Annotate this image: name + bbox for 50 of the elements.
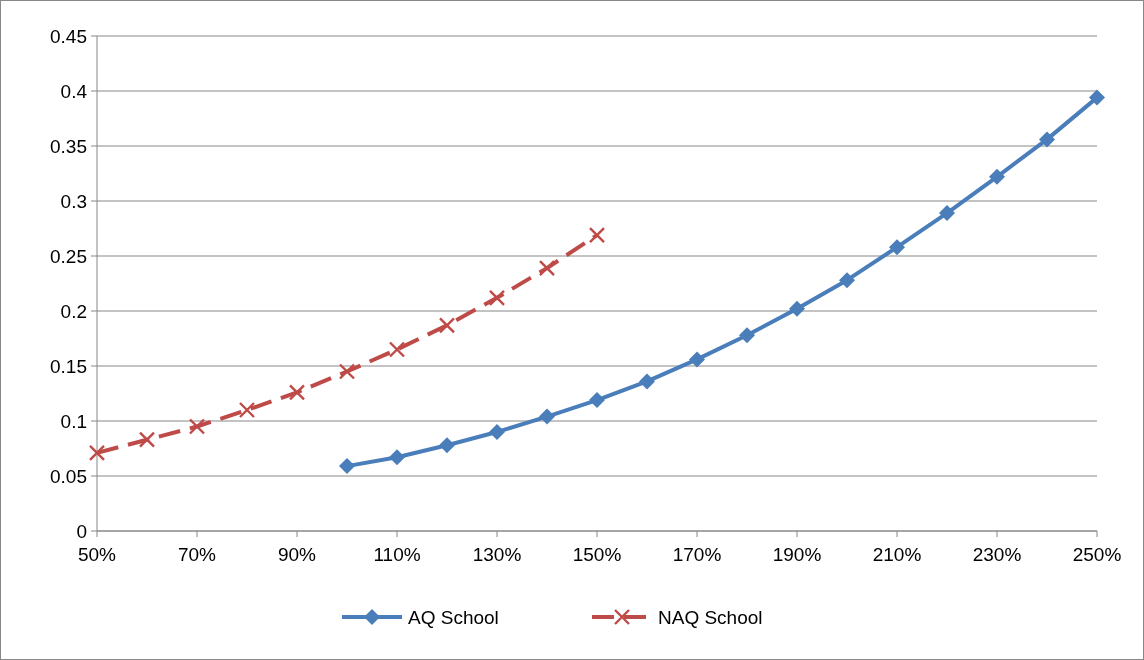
point <box>1089 89 1105 106</box>
point <box>138 431 156 448</box>
point <box>188 418 206 435</box>
point <box>88 444 106 462</box>
x-tick-label: 150% <box>572 544 622 565</box>
point <box>588 226 606 244</box>
y-tick-label: 0.05 <box>50 465 87 487</box>
y-tick-label: 0.35 <box>50 135 87 157</box>
legend-label: NAQ School <box>658 606 763 628</box>
x-tick-label: 130% <box>472 544 522 565</box>
x-tick-label: 190% <box>772 544 822 565</box>
point <box>839 272 855 289</box>
point <box>238 401 256 419</box>
y-tick-label: 0.15 <box>50 355 87 377</box>
point <box>488 289 506 306</box>
point <box>438 317 456 334</box>
point <box>689 351 705 368</box>
y-tick-label: 0.25 <box>50 245 87 267</box>
point <box>889 239 905 256</box>
point <box>489 424 505 440</box>
y-tick-label: 0 <box>76 520 87 542</box>
x-tick-label: 90% <box>277 544 317 565</box>
x-tick-label: 110% <box>373 544 421 565</box>
point <box>589 392 605 409</box>
point <box>789 300 805 317</box>
x-tick-label: 230% <box>972 544 1022 565</box>
x-tick-label: 170% <box>672 544 722 565</box>
point <box>288 384 306 401</box>
point <box>538 259 556 277</box>
point <box>339 458 355 475</box>
point <box>1039 131 1055 148</box>
y-tick-label: 0.2 <box>60 300 87 322</box>
x-tick-label: 250% <box>1072 544 1122 565</box>
point <box>739 327 755 344</box>
point <box>939 205 955 222</box>
y-tick-label: 0.3 <box>60 190 87 212</box>
x-tick-label: 50% <box>77 544 117 565</box>
y-tick-label: 0.4 <box>60 80 88 102</box>
y-tick-label: 0.1 <box>60 410 87 432</box>
point <box>439 437 455 454</box>
point <box>639 373 655 390</box>
point <box>539 408 555 425</box>
legend-label: AQ School <box>408 606 499 628</box>
point <box>389 449 405 466</box>
point <box>338 363 356 380</box>
x-tick-label: 210% <box>872 544 922 565</box>
x-tick-label: 70% <box>177 544 217 565</box>
point <box>388 341 406 358</box>
y-tick-label: 0.45 <box>50 25 87 47</box>
point <box>989 168 1005 185</box>
